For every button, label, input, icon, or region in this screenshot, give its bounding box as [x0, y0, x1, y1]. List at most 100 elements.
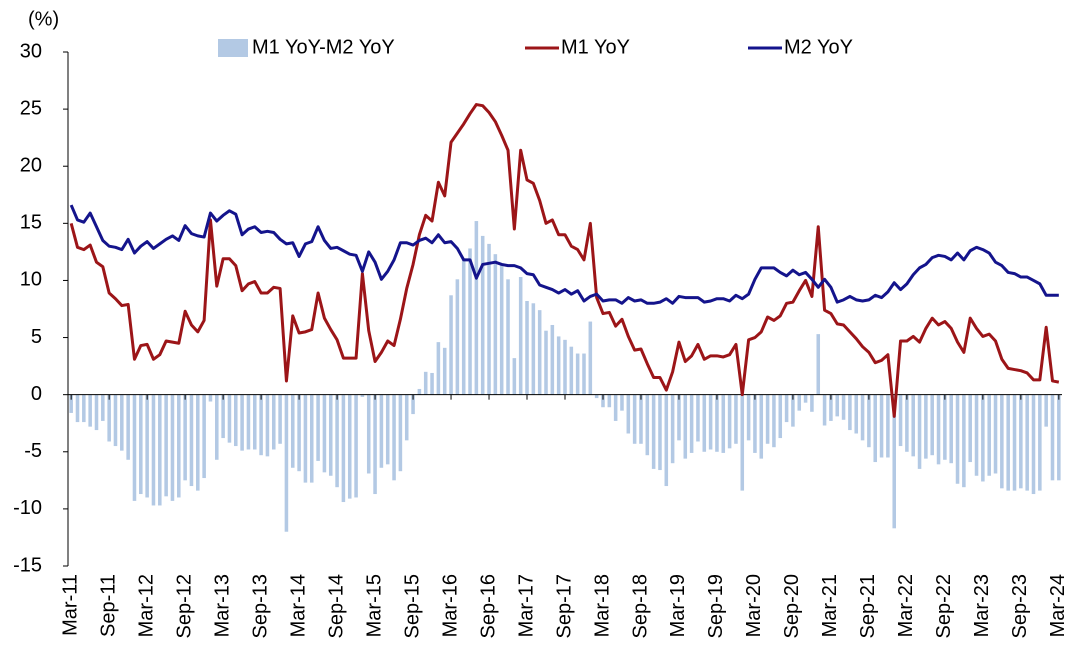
bar: [898, 394, 903, 447]
y-unit: (%): [28, 8, 59, 30]
x-tick-label: Sep-11: [97, 574, 119, 637]
bar: [1025, 394, 1029, 491]
bar: [392, 394, 396, 481]
bar: [94, 394, 99, 431]
bar: [531, 303, 536, 395]
bar: [101, 394, 105, 421]
bar: [981, 394, 985, 482]
bar: [1006, 394, 1010, 491]
bar: [449, 295, 453, 395]
bar: [582, 353, 586, 395]
x-tick-label: Mar-19: [667, 574, 689, 637]
bar: [1050, 394, 1055, 481]
bar: [835, 394, 840, 417]
bar: [696, 394, 700, 442]
bar: [816, 334, 821, 395]
bar: [797, 394, 802, 411]
bar: [943, 394, 947, 460]
bar: [196, 394, 200, 491]
bar: [113, 394, 118, 447]
bar: [841, 394, 846, 420]
bar: [1038, 394, 1042, 491]
bar: [753, 394, 757, 453]
bar: [563, 339, 567, 395]
x-tick-label: Sep-22: [933, 574, 955, 639]
x-tick-label: Sep-14: [325, 574, 347, 639]
bar: [746, 394, 751, 441]
bar: [221, 394, 225, 439]
bar: [82, 394, 86, 423]
bar: [601, 394, 605, 408]
x-tick-label: Mar-15: [363, 574, 385, 637]
x-tick-label: Mar-18: [591, 574, 613, 637]
bar: [879, 394, 884, 458]
bar: [145, 394, 149, 498]
bar: [848, 394, 852, 431]
y-tick-label: 0: [31, 383, 42, 405]
x-tick-label: Sep-16: [477, 574, 499, 639]
bar: [955, 394, 960, 484]
bar: [525, 301, 529, 395]
bar: [689, 394, 694, 453]
bar: [911, 394, 915, 457]
bar: [677, 394, 681, 441]
bar: [778, 394, 783, 439]
bar: [170, 394, 175, 501]
bar: [886, 394, 890, 458]
x-tick-label: Sep-23: [1009, 574, 1031, 639]
bar: [810, 394, 814, 412]
bar: [120, 394, 124, 451]
x-tick-label: Mar-17: [515, 574, 537, 637]
bar: [873, 394, 878, 463]
bar: [341, 394, 346, 503]
x-tick-label: Sep-17: [553, 574, 575, 639]
bar: [803, 394, 808, 403]
bar: [721, 394, 726, 453]
bar: [328, 394, 333, 476]
bar: [860, 394, 865, 441]
bar: [658, 394, 662, 471]
bar: [252, 394, 257, 450]
x-tick-label: Mar-11: [59, 574, 81, 636]
bar: [784, 394, 789, 423]
bar: [715, 394, 719, 452]
bar: [151, 394, 156, 506]
bar: [632, 394, 637, 444]
bar: [430, 372, 434, 395]
bar: [177, 394, 181, 498]
bar: [791, 394, 795, 427]
bar: [987, 394, 991, 476]
bar: [373, 394, 377, 495]
bar: [347, 394, 352, 499]
bar: [227, 394, 232, 443]
x-tick-label: Mar-22: [895, 574, 917, 637]
bar: [309, 394, 314, 483]
line: [69, 103, 1060, 418]
x-tick-label: Mar-13: [211, 574, 233, 637]
bar: [867, 394, 871, 448]
bar: [594, 394, 599, 399]
bar: [537, 310, 542, 395]
bar: [550, 324, 555, 395]
bar: [487, 243, 491, 395]
bar: [626, 394, 631, 434]
bar: [822, 394, 827, 426]
bar: [1019, 394, 1023, 489]
x-tick-label: Mar-14: [287, 574, 309, 637]
bar: [930, 394, 934, 456]
bar: [202, 394, 206, 479]
bar: [905, 394, 909, 452]
bar: [727, 394, 732, 449]
bar: [854, 394, 859, 434]
bar: [1057, 394, 1061, 481]
bar: [234, 394, 238, 447]
bar: [639, 394, 643, 444]
bar: [69, 394, 73, 413]
bar: [702, 394, 707, 452]
x-tick-label: Sep-19: [705, 574, 727, 639]
legend-item: M1 YoY: [525, 36, 630, 58]
x-tick-label: Sep-13: [249, 574, 271, 639]
bar: [512, 358, 517, 395]
bar: [411, 394, 415, 415]
